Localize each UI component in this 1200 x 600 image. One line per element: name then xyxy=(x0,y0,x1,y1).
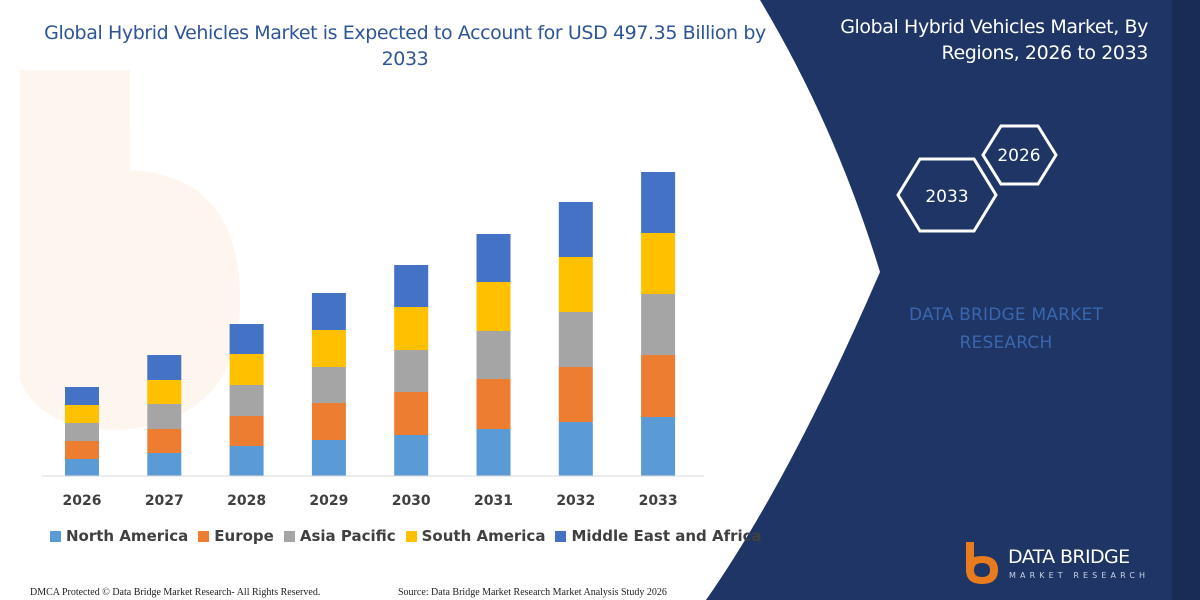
bar-segment-2027-south-america xyxy=(147,380,182,404)
bar-segment-2028-europe xyxy=(229,416,264,446)
x-tick-label: 2032 xyxy=(556,493,595,509)
bar-segment-2028-middle-east-and-africa xyxy=(229,324,264,354)
bar-segment-2029-europe xyxy=(311,403,346,440)
bar-segment-2029-middle-east-and-africa xyxy=(311,293,346,330)
stacked-bar-chart: 2026 2027 2028 2029 2030 2031 2032 2033 xyxy=(63,172,678,509)
legend-swatch xyxy=(50,530,61,542)
legend-swatch xyxy=(555,530,567,542)
bar-segment-2031-asia-pacific xyxy=(476,331,511,379)
logo-b-icon xyxy=(966,542,998,584)
bar-segment-2031-europe xyxy=(476,379,511,429)
brand-watermark-line1: DATA BRIDGE MARKET xyxy=(908,305,1104,325)
legend-item-asia-pacific: Asia Pacific xyxy=(283,527,396,545)
bar-segment-2033-asia-pacific xyxy=(641,294,676,355)
bar-segment-2032-asia-pacific xyxy=(558,312,593,367)
legend-item-north-america: North America xyxy=(50,527,188,545)
legend-label: Europe xyxy=(214,527,274,545)
bar-segment-2033-south-america xyxy=(641,233,676,294)
bar-segment-2033-middle-east-and-africa xyxy=(641,172,676,233)
bar-segment-2029-south-america xyxy=(311,330,346,367)
hexagon-2033-label: 2033 xyxy=(925,187,968,207)
x-tick-label: 2027 xyxy=(145,493,184,509)
hexagon-2033: 2033 xyxy=(896,157,998,233)
bar-segment-2030-south-america xyxy=(394,307,429,350)
bar-segment-2032-europe xyxy=(558,367,593,422)
brand-watermark-line2: RESEARCH xyxy=(959,333,1053,353)
company-logo: DATA BRIDGE MARKET RESEARCH xyxy=(962,540,1145,588)
bar-segment-2027-north-america xyxy=(147,453,182,476)
bar-segment-2033-north-america xyxy=(641,417,676,476)
x-tick-label: 2031 xyxy=(474,493,513,509)
legend-label: South America xyxy=(421,527,546,545)
hexagon-2026: 2026 xyxy=(981,124,1058,186)
bar-segment-2032-north-america xyxy=(558,422,593,476)
bar-segment-2029-asia-pacific xyxy=(311,367,346,403)
bar-segment-2026-north-america xyxy=(65,459,99,476)
bar-segment-2032-middle-east-and-africa xyxy=(558,202,593,257)
chart-legend: North America Europe Asia Pacific South … xyxy=(50,527,772,545)
bar-segment-2030-middle-east-and-africa xyxy=(394,265,429,307)
legend-swatch xyxy=(405,530,417,542)
bar-segment-2026-south-america xyxy=(65,405,99,423)
footer-source: Source: Data Bridge Market Research Mark… xyxy=(398,587,667,598)
watermark-logo xyxy=(20,70,240,430)
logo-name-line2: MARKET RESEARCH xyxy=(1009,571,1150,580)
legend-label: Middle East and Africa xyxy=(571,527,762,545)
bar-segment-2026-asia-pacific xyxy=(65,423,99,441)
x-tick-label: 2030 xyxy=(392,493,431,509)
bar-segment-2030-europe xyxy=(394,392,429,435)
bar-segment-2031-middle-east-and-africa xyxy=(476,234,511,282)
x-tick-label: 2026 xyxy=(63,493,102,509)
bar-segment-2031-north-america xyxy=(476,429,511,476)
bar-segment-2030-asia-pacific xyxy=(394,350,429,392)
x-tick-label: 2028 xyxy=(227,493,266,509)
legend-item-europe: Europe xyxy=(198,527,274,545)
bar-segment-2027-europe xyxy=(147,429,182,453)
legend-item-south-america: South America xyxy=(405,527,546,545)
panel-title: Global Hybrid Vehicles Market, By Region… xyxy=(840,16,1148,64)
bar-segment-2027-middle-east-and-africa xyxy=(147,355,182,380)
logo-name-line1: DATA BRIDGE xyxy=(1008,546,1130,568)
bar-segment-2028-north-america xyxy=(229,446,264,476)
bar-segment-2032-south-america xyxy=(558,257,593,312)
right-panel xyxy=(706,0,1200,600)
bar-segment-2028-south-america xyxy=(229,354,264,385)
legend-swatch xyxy=(198,530,210,542)
legend-item-middle-east-and-africa: Middle East and Africa xyxy=(555,527,762,545)
right-panel-inner-fold xyxy=(1172,0,1200,600)
bar-segment-2026-middle-east-and-africa xyxy=(65,387,99,405)
bar-segment-2027-asia-pacific xyxy=(147,404,182,429)
legend-label: North America xyxy=(66,527,189,545)
bar-segment-2031-south-america xyxy=(476,282,511,331)
brand-watermark-text: DATA BRIDGE MARKET RESEARCH xyxy=(870,301,1142,357)
bar-segment-2030-north-america xyxy=(394,435,429,476)
legend-swatch xyxy=(283,530,295,542)
bar-segment-2026-europe xyxy=(65,441,99,459)
bar-segment-2033-europe xyxy=(641,355,676,417)
legend-label: Asia Pacific xyxy=(299,527,396,545)
chart-title: Global Hybrid Vehicles Market is Expecte… xyxy=(44,22,766,70)
x-tick-label: 2029 xyxy=(309,493,348,509)
x-tick-label: 2033 xyxy=(639,493,678,509)
hexagon-2026-label: 2026 xyxy=(997,146,1040,166)
footer-copyright: DMCA Protected © Data Bridge Market Rese… xyxy=(30,587,321,598)
bar-segment-2029-north-america xyxy=(311,440,346,476)
bar-segment-2028-asia-pacific xyxy=(229,385,264,416)
